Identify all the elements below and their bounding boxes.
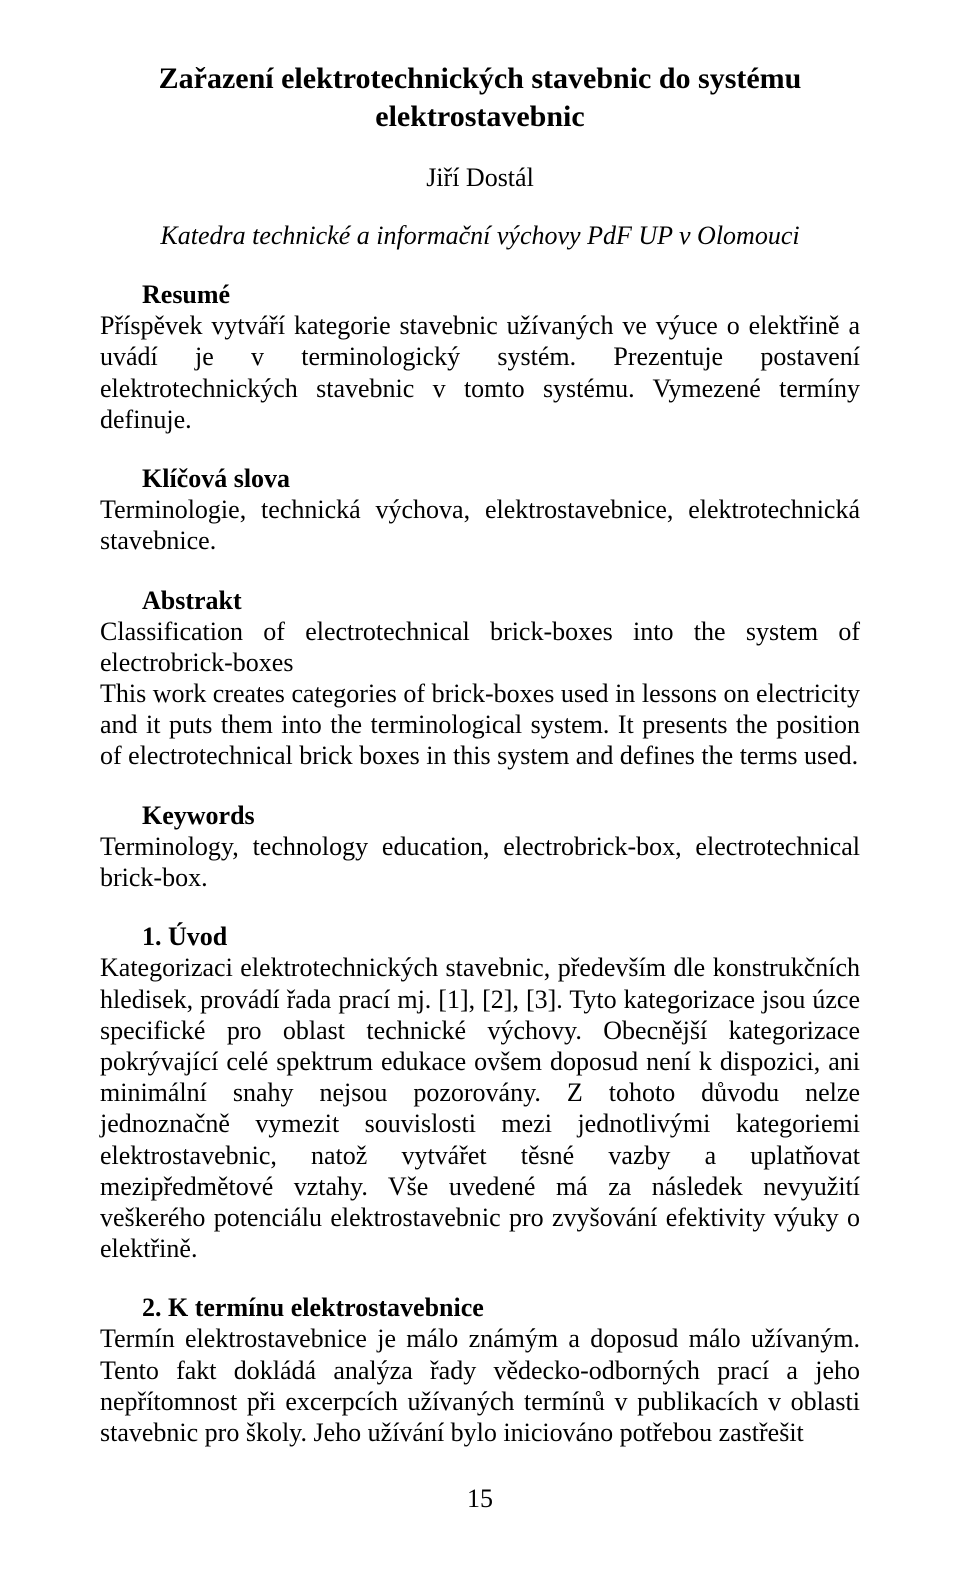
paper-title: Zařazení elektrotechnických stavebnic do…: [100, 60, 860, 135]
abstract-body: Classification of electrotechnical brick…: [100, 617, 860, 771]
resume-block: Resumé Příspěvek vytváří kategorie stave…: [100, 279, 860, 435]
page-number: 15: [100, 1484, 860, 1514]
term-block: 2. K termínu elektrostavebnice Termín el…: [100, 1292, 860, 1448]
resume-heading: Resumé: [142, 280, 230, 309]
keywords-en-block: Keywords Terminology, technology educati…: [100, 800, 860, 894]
keywords-cz-body: Terminologie, technická výchova, elektro…: [100, 495, 860, 555]
paper-author: Jiří Dostál: [100, 163, 860, 193]
intro-block: 1. Úvod Kategorizaci elektrotechnických …: [100, 921, 860, 1264]
abstract-block: Abstrakt Classification of electrotechni…: [100, 585, 860, 772]
keywords-cz-block: Klíčová slova Terminologie, technická vý…: [100, 463, 860, 557]
intro-heading: 1. Úvod: [142, 922, 227, 951]
intro-body: Kategorizaci elektrotechnických stavebni…: [100, 953, 860, 1263]
resume-body: Příspěvek vytváří kategorie stavebnic už…: [100, 311, 860, 434]
keywords-en-heading: Keywords: [142, 801, 255, 830]
keywords-cz-heading: Klíčová slova: [142, 464, 290, 493]
paper-affiliation: Katedra technické a informační výchovy P…: [100, 221, 860, 251]
term-heading: 2. K termínu elektrostavebnice: [142, 1293, 484, 1322]
abstract-heading: Abstrakt: [142, 586, 242, 615]
keywords-en-body: Terminology, technology education, elect…: [100, 832, 860, 892]
term-body: Termín elektrostavebnice je málo známým …: [100, 1324, 860, 1447]
